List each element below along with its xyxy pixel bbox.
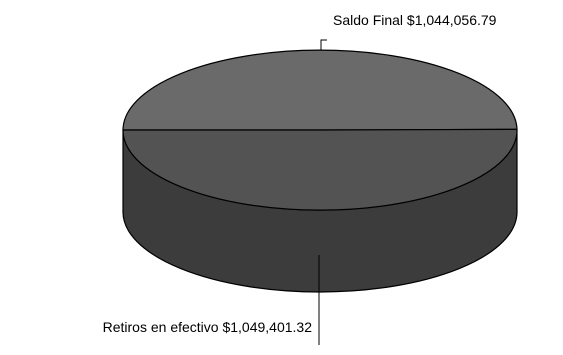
data-label-slice-2: Retiros en efectivo $1,049,401.32 xyxy=(103,319,313,335)
pie-slice-1 xyxy=(122,49,518,131)
leader-line-slice-1 xyxy=(320,39,327,50)
pie-body xyxy=(122,49,518,293)
pie-slice-2 xyxy=(122,128,518,211)
pie-labels: Saldo Final $1,044,056.79 Retiros en efec… xyxy=(103,12,497,345)
data-label-slice-1: Saldo Final $1,044,056.79 xyxy=(333,12,497,28)
